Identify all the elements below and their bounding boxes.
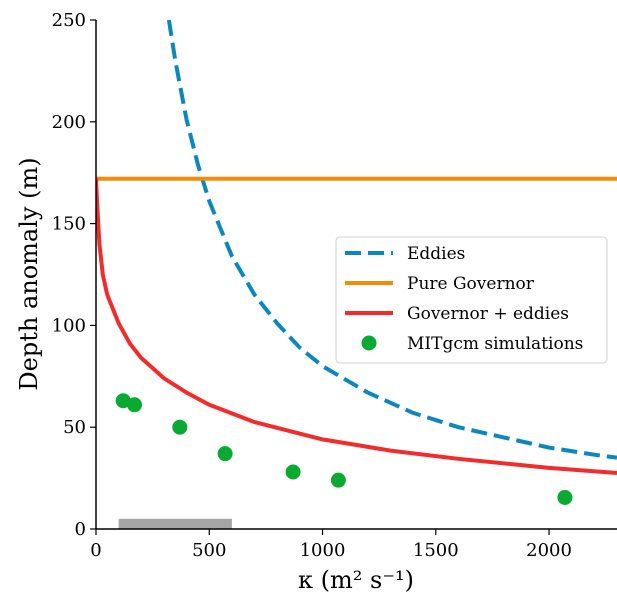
series-line-0 [166,20,617,460]
y-tick-label: 100 [52,315,86,336]
legend-label-3: MITgcm simulations [407,334,583,354]
y-tick-label: 200 [52,112,86,133]
legend-label-0: Eddies [407,244,465,264]
legend-box [335,236,608,364]
plot-area [96,20,617,529]
y-tick-label: 250 [52,10,86,31]
x-tick-label: 1000 [300,540,346,561]
shaded-range-bar [118,518,232,529]
y-tick-label: 0 [75,519,86,540]
x-tick-label: 1500 [413,540,459,561]
series-line-2 [96,178,617,475]
x-tick-label: 0 [90,540,101,561]
x-axis-label: κ (m² s⁻¹) [298,566,414,594]
x-tick-label: 500 [192,540,226,561]
axes: 0 500 1000 1500 2000 0 50 100 150 200 250 [52,10,617,561]
scatter-point-0 [115,393,131,409]
legend-label-1: Pure Governor [407,274,535,294]
y-axis-title: Depth anomaly (m) [15,157,43,390]
scatter-point-3 [217,446,233,462]
plot-content [96,20,617,529]
scatter-point-5 [330,472,346,488]
y-tick-label: 150 [52,214,86,235]
scatter-point-6 [557,489,573,505]
scatter-point-4 [285,464,301,480]
y-axis-label: Depth anomaly (m) [15,157,43,390]
legend-label-2: Governor + eddies [407,304,569,324]
legend-swatch-marker-3 [361,335,377,351]
legend: Eddies Pure Governor Governor + eddies MITg… [335,236,608,364]
x-tick-label: 2000 [526,540,572,561]
y-tick-label: 50 [63,417,86,438]
x-axis-title: κ (m² s⁻¹) [298,566,414,594]
scatter-point-2 [172,419,188,435]
scatter-point-1 [127,397,143,413]
